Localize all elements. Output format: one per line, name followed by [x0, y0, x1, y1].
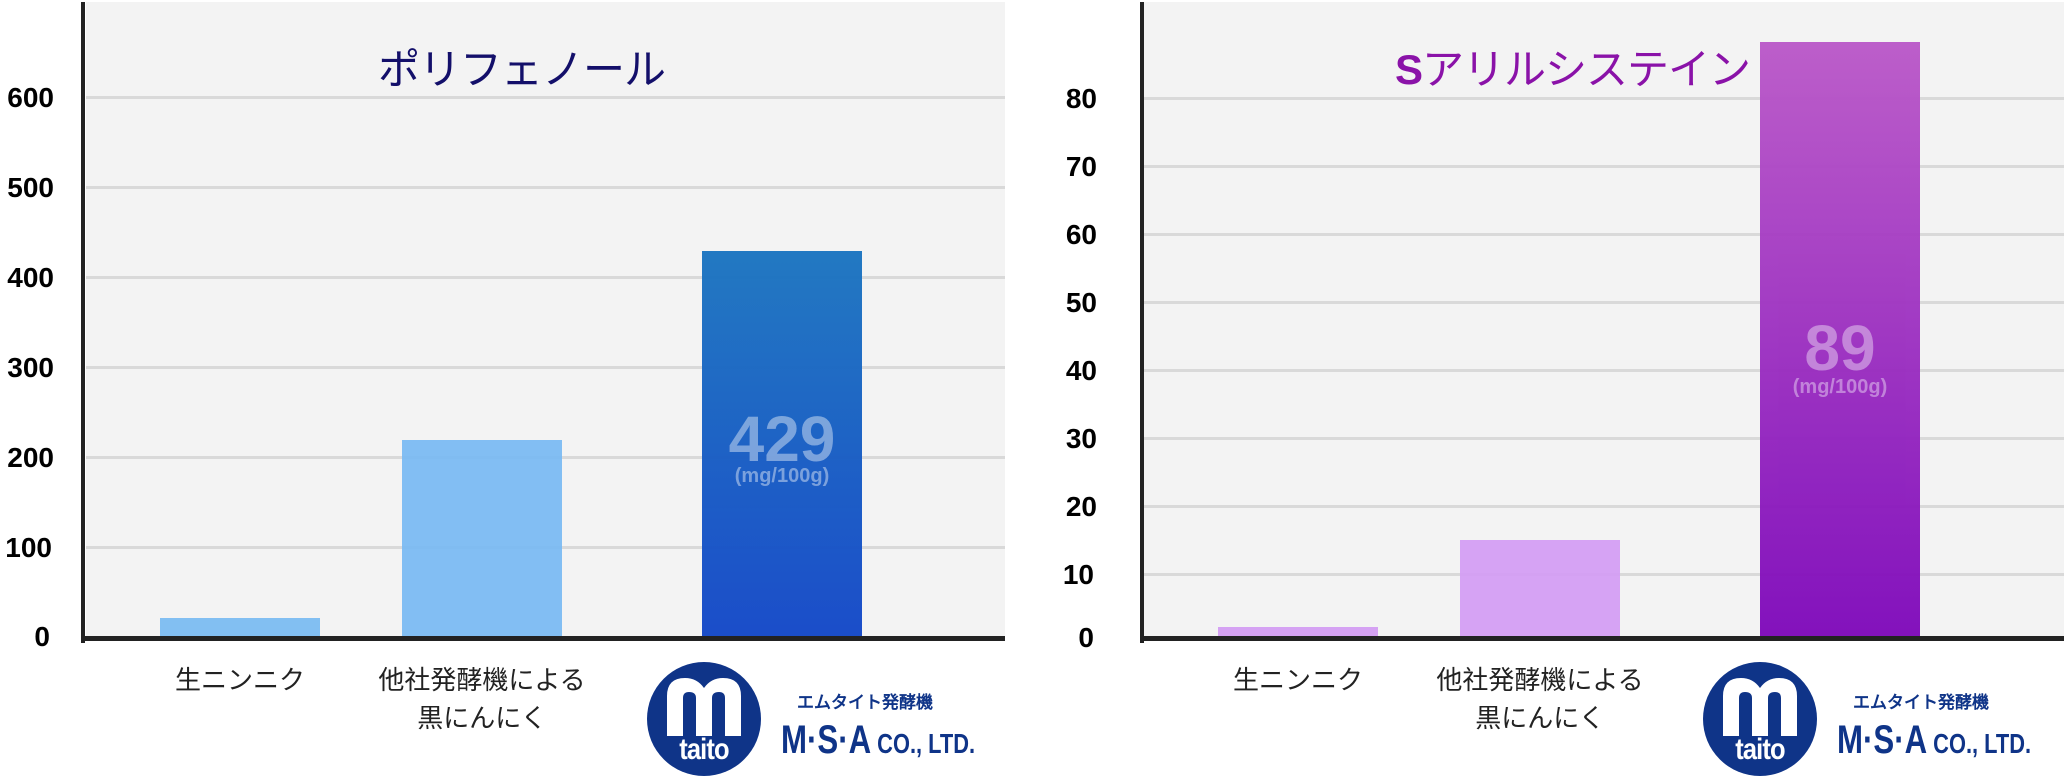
- title-s: S: [1395, 46, 1423, 93]
- logo-msa-text: M·S·A: [1837, 718, 1928, 762]
- x-axis: [81, 636, 1005, 641]
- taito-logo-circle: taito: [647, 662, 761, 776]
- gridline-80: [1144, 97, 2064, 100]
- x-axis: [1140, 636, 2064, 641]
- bar-unit-label: (mg/100g): [1792, 376, 1888, 398]
- y-tick: 10: [1062, 559, 1094, 590]
- gridline-30: [1144, 437, 2064, 440]
- category-text-line1: 他社発酵機による: [1436, 666, 1644, 696]
- logo-taito-text: taito: [679, 733, 729, 766]
- y-tick: 200: [7, 442, 54, 473]
- y-tick: 0: [34, 621, 50, 652]
- msa-logo: taito エムタイト発酵機 M·S·A CO., LTD.: [1703, 662, 2033, 777]
- category-label-other-black-garlic: 他社発酵機による 黒にんにく: [1420, 662, 1660, 738]
- gridline-20: [1144, 505, 2064, 508]
- category-text-line1: 他社発酵機による: [378, 666, 586, 696]
- category-text: 生ニンニク: [174, 666, 305, 696]
- logo-msa-text: M·S·A: [781, 718, 872, 762]
- m-letter-icon: [667, 678, 741, 736]
- logo-taito-text: taito: [1735, 733, 1785, 766]
- logo-jp-text: エムタイト発酵機: [797, 693, 933, 713]
- gridline-600: [86, 96, 1005, 99]
- chart-title: Sアリルシステイン: [1395, 45, 1751, 94]
- y-tick: 60: [1065, 219, 1097, 250]
- s-allyl-cysteine-chart: Sアリルシステイン 89 (mg/100g) 80 70 60 50 40 30…: [1040, 0, 2064, 777]
- gridline-50: [1144, 301, 2064, 304]
- y-tick: 300: [7, 352, 54, 383]
- taito-logo-circle: taito: [1703, 662, 1817, 776]
- y-axis: [81, 2, 85, 643]
- bar-other-black-garlic: [1460, 540, 1620, 638]
- chart-title: ポリフェノール: [378, 45, 666, 94]
- logo-co-text: CO., LTD.: [1927, 728, 2032, 759]
- gridline-500: [86, 186, 1005, 189]
- category-text-line2: 黒にんにく: [1475, 704, 1605, 734]
- polyphenol-chart: ポリフェノール 429 (mg/100g) 600 500 400 300 20…: [0, 0, 1010, 777]
- y-tick: 100: [5, 532, 52, 563]
- y-tick: 600: [7, 82, 54, 113]
- gridline-40: [1144, 369, 2064, 372]
- title-rest: アリルシステイン: [1422, 45, 1751, 94]
- gridline-400: [86, 276, 1005, 279]
- bar-other-black-garlic: [402, 440, 562, 638]
- y-tick: 400: [7, 262, 54, 293]
- y-tick: 500: [7, 172, 54, 203]
- bar-msa: 429 (mg/100g): [702, 251, 862, 638]
- gridline-60: [1144, 233, 2064, 236]
- y-tick: 0: [1078, 622, 1094, 653]
- y-tick: 40: [1065, 355, 1097, 386]
- gridline-300: [86, 366, 1005, 369]
- category-text: 生ニンニク: [1232, 666, 1363, 696]
- bar-msa: 89 (mg/100g): [1760, 42, 1920, 638]
- category-label-other-black-garlic: 他社発酵機による 黒にんにく: [362, 662, 602, 738]
- y-tick: 70: [1065, 151, 1097, 182]
- category-label-raw-garlic: 生ニンニク: [1198, 662, 1398, 700]
- m-letter-icon: [1723, 678, 1797, 736]
- category-text-line2: 黒にんにく: [417, 704, 547, 734]
- bar-value-label: 89: [1804, 312, 1876, 384]
- logo-co-text: CO., LTD.: [871, 728, 976, 759]
- bar-raw-garlic: [160, 618, 320, 638]
- y-tick: 80: [1065, 83, 1097, 114]
- logo-company-name: M·S·A CO., LTD.: [1837, 718, 2031, 763]
- logo-jp-text: エムタイト発酵機: [1853, 693, 1989, 713]
- y-tick: 20: [1065, 491, 1097, 522]
- gridline-70: [1144, 165, 2064, 168]
- msa-logo: taito エムタイト発酵機 M·S·A CO., LTD.: [647, 662, 977, 777]
- bar-unit-label: (mg/100g): [734, 465, 830, 487]
- bar-value-label: 429: [728, 403, 836, 475]
- category-label-raw-garlic: 生ニンニク: [140, 662, 340, 700]
- y-axis: [1140, 2, 1144, 643]
- y-tick: 30: [1065, 423, 1097, 454]
- y-tick: 50: [1065, 287, 1097, 318]
- bar-raw-garlic: [1218, 627, 1378, 638]
- logo-company-name: M·S·A CO., LTD.: [781, 718, 975, 763]
